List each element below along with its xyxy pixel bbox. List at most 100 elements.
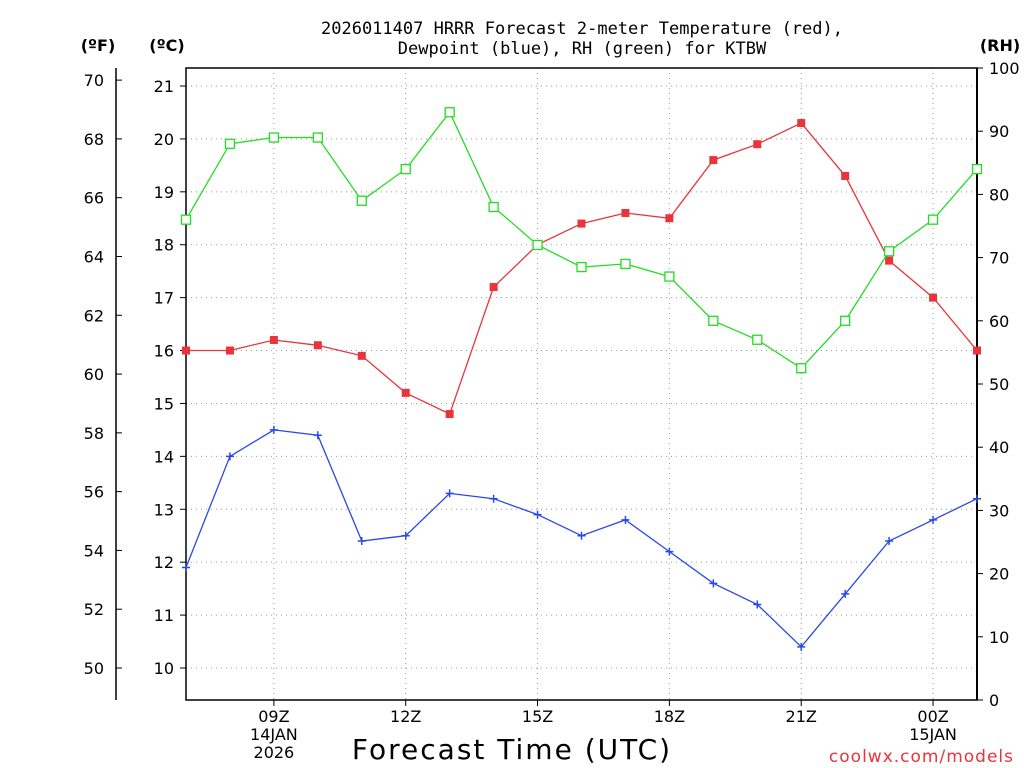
2-meter-temperature-point-12: [709, 156, 718, 165]
rh-point-0: [180, 214, 192, 225]
rh-tick-label-6: 60: [989, 312, 1009, 331]
dewpoint-point-8: [533, 510, 542, 519]
dewpoint-point-11: [665, 547, 674, 556]
rh-unit-label: (RH): [980, 36, 1020, 55]
dewpoint-point-17: [929, 515, 938, 524]
2-meter-temperature-point-9: [577, 219, 586, 228]
dewpoint-point-5: [401, 531, 410, 540]
rh-point-5: [400, 163, 411, 175]
fahrenheit-unit-label: (ºF): [81, 36, 116, 55]
celsius-tick-label-4: 14: [154, 447, 174, 466]
x-tick-label-0-2: 14JAN: [250, 725, 298, 744]
fahrenheit-tick-label-0: 50: [84, 659, 104, 678]
dewpoint-point-15: [841, 589, 850, 598]
2-meter-temperature-point-4: [357, 351, 366, 360]
rh-point-3: [312, 132, 323, 143]
dewpoint-point-14: [797, 642, 806, 651]
rh-tick-label-0: 0: [989, 691, 999, 710]
rh-tick-label-7: 70: [989, 249, 1009, 268]
celsius-tick-label-7: 17: [154, 289, 174, 308]
rh-point-16: [883, 246, 895, 257]
chart-title-line2: Dewpoint (blue), RH (green) for KTBW: [398, 39, 767, 59]
axes: [115, 67, 983, 706]
fahrenheit-tick-label-6: 62: [84, 306, 104, 325]
2-meter-temperature-point-1: [225, 346, 234, 355]
dewpoint-point-4: [357, 537, 366, 546]
celsius-tick-label-6: 16: [154, 342, 174, 361]
x-tick-label-5-2: 15JAN: [909, 725, 957, 744]
2-meter-temperature-point-2: [269, 335, 278, 344]
2-meter-temperature-point-16: [885, 256, 894, 265]
rh-point-10: [620, 258, 631, 270]
x-tick-label-0-3: 2026: [254, 743, 295, 762]
x-tick-label-1-1: 12Z: [390, 707, 421, 726]
dewpoint-point-1: [225, 452, 234, 461]
rh-point-15: [840, 315, 851, 326]
rh-point-1: [224, 138, 236, 149]
rh-point-4: [356, 195, 367, 206]
dewpoint-point-18: [973, 494, 981, 503]
2-meter-temperature-point-11: [665, 214, 674, 223]
dewpoint-point-2: [269, 425, 278, 434]
celsius-tick-label-9: 19: [154, 183, 174, 202]
2-meter-temperature-point-3: [313, 341, 322, 350]
x-axis-label: Forecast Time (UTC): [352, 733, 672, 766]
2-meter-temperature-point-7: [489, 283, 498, 292]
fahrenheit-tick-label-8: 66: [84, 189, 104, 208]
rh-point-17: [927, 214, 939, 225]
credit-text: coolwx.com/models: [829, 747, 1014, 767]
rh-point-6: [444, 107, 455, 118]
2-meter-temperature-point-13: [753, 140, 762, 149]
dewpoint-point-10: [621, 515, 630, 524]
x-tick-label-3-1: 18Z: [654, 707, 685, 726]
rh-tick-label-9: 90: [989, 122, 1009, 141]
rh-point-12: [708, 315, 719, 326]
celsius-tick-label-8: 18: [154, 236, 174, 255]
x-tick-label-0-1: 09Z: [258, 707, 289, 726]
grid-lines: [186, 68, 977, 700]
2-meter-temperature-point-0: [182, 346, 190, 355]
fahrenheit-tick-label-4: 58: [84, 424, 104, 443]
rh-point-9: [576, 261, 587, 273]
celsius-tick-label-0: 10: [154, 659, 174, 678]
celsius-tick-label-3: 13: [154, 500, 174, 519]
x-tick-label-5-1: 00Z: [917, 707, 948, 726]
dewpoint-point-6: [445, 489, 454, 498]
dewpoint-point-9: [577, 531, 586, 540]
rh-tick-label-4: 40: [989, 438, 1009, 457]
celsius-tick-label-2: 12: [154, 553, 174, 572]
rh-line: [185, 110, 978, 370]
rh-point-14: [796, 363, 807, 374]
chart-title-line1: 2026011407 HRRR Forecast 2-meter Tempera…: [321, 19, 843, 39]
x-tick-label-2-1: 15Z: [522, 707, 553, 726]
fahrenheit-tick-label-7: 64: [84, 247, 104, 266]
rh-point-18: [971, 163, 983, 175]
rh-point-2: [268, 132, 280, 143]
rh-tick-label-5: 50: [989, 375, 1009, 394]
2-meter-temperature-point-10: [621, 208, 630, 217]
rh-point-13: [752, 334, 763, 345]
celsius-unit-label: (ºC): [149, 36, 184, 55]
rh-tick-label-1: 10: [989, 628, 1009, 647]
dewpoint-point-12: [709, 579, 718, 588]
rh-point-8: [532, 239, 543, 251]
plot-frame: [185, 67, 978, 701]
dewpoint-point-3: [313, 431, 322, 440]
rh-point-11: [664, 271, 675, 282]
celsius-tick-label-11: 21: [154, 77, 174, 96]
2-meter-temperature-point-6: [445, 410, 454, 419]
tick-labels: 10 11 12 13 14 15 16 17 18 19 20 21 50 52 54 56 58 60 62 64…: [84, 59, 1020, 762]
rh-point-7: [488, 201, 499, 213]
celsius-tick-label-10: 20: [154, 130, 174, 149]
2-meter-temperature-point-18: [973, 346, 981, 355]
rh-tick-label-3: 30: [989, 501, 1009, 520]
2-meter-temperature-point-17: [929, 293, 938, 302]
fahrenheit-tick-label-1: 52: [84, 600, 104, 619]
fahrenheit-tick-label-9: 68: [84, 130, 104, 149]
fahrenheit-tick-label-2: 54: [84, 541, 104, 560]
celsius-tick-label-1: 11: [154, 606, 174, 625]
fahrenheit-tick-label-5: 60: [84, 365, 104, 384]
dewpoint-point-16: [885, 537, 894, 546]
fahrenheit-tick-label-10: 70: [84, 71, 104, 90]
